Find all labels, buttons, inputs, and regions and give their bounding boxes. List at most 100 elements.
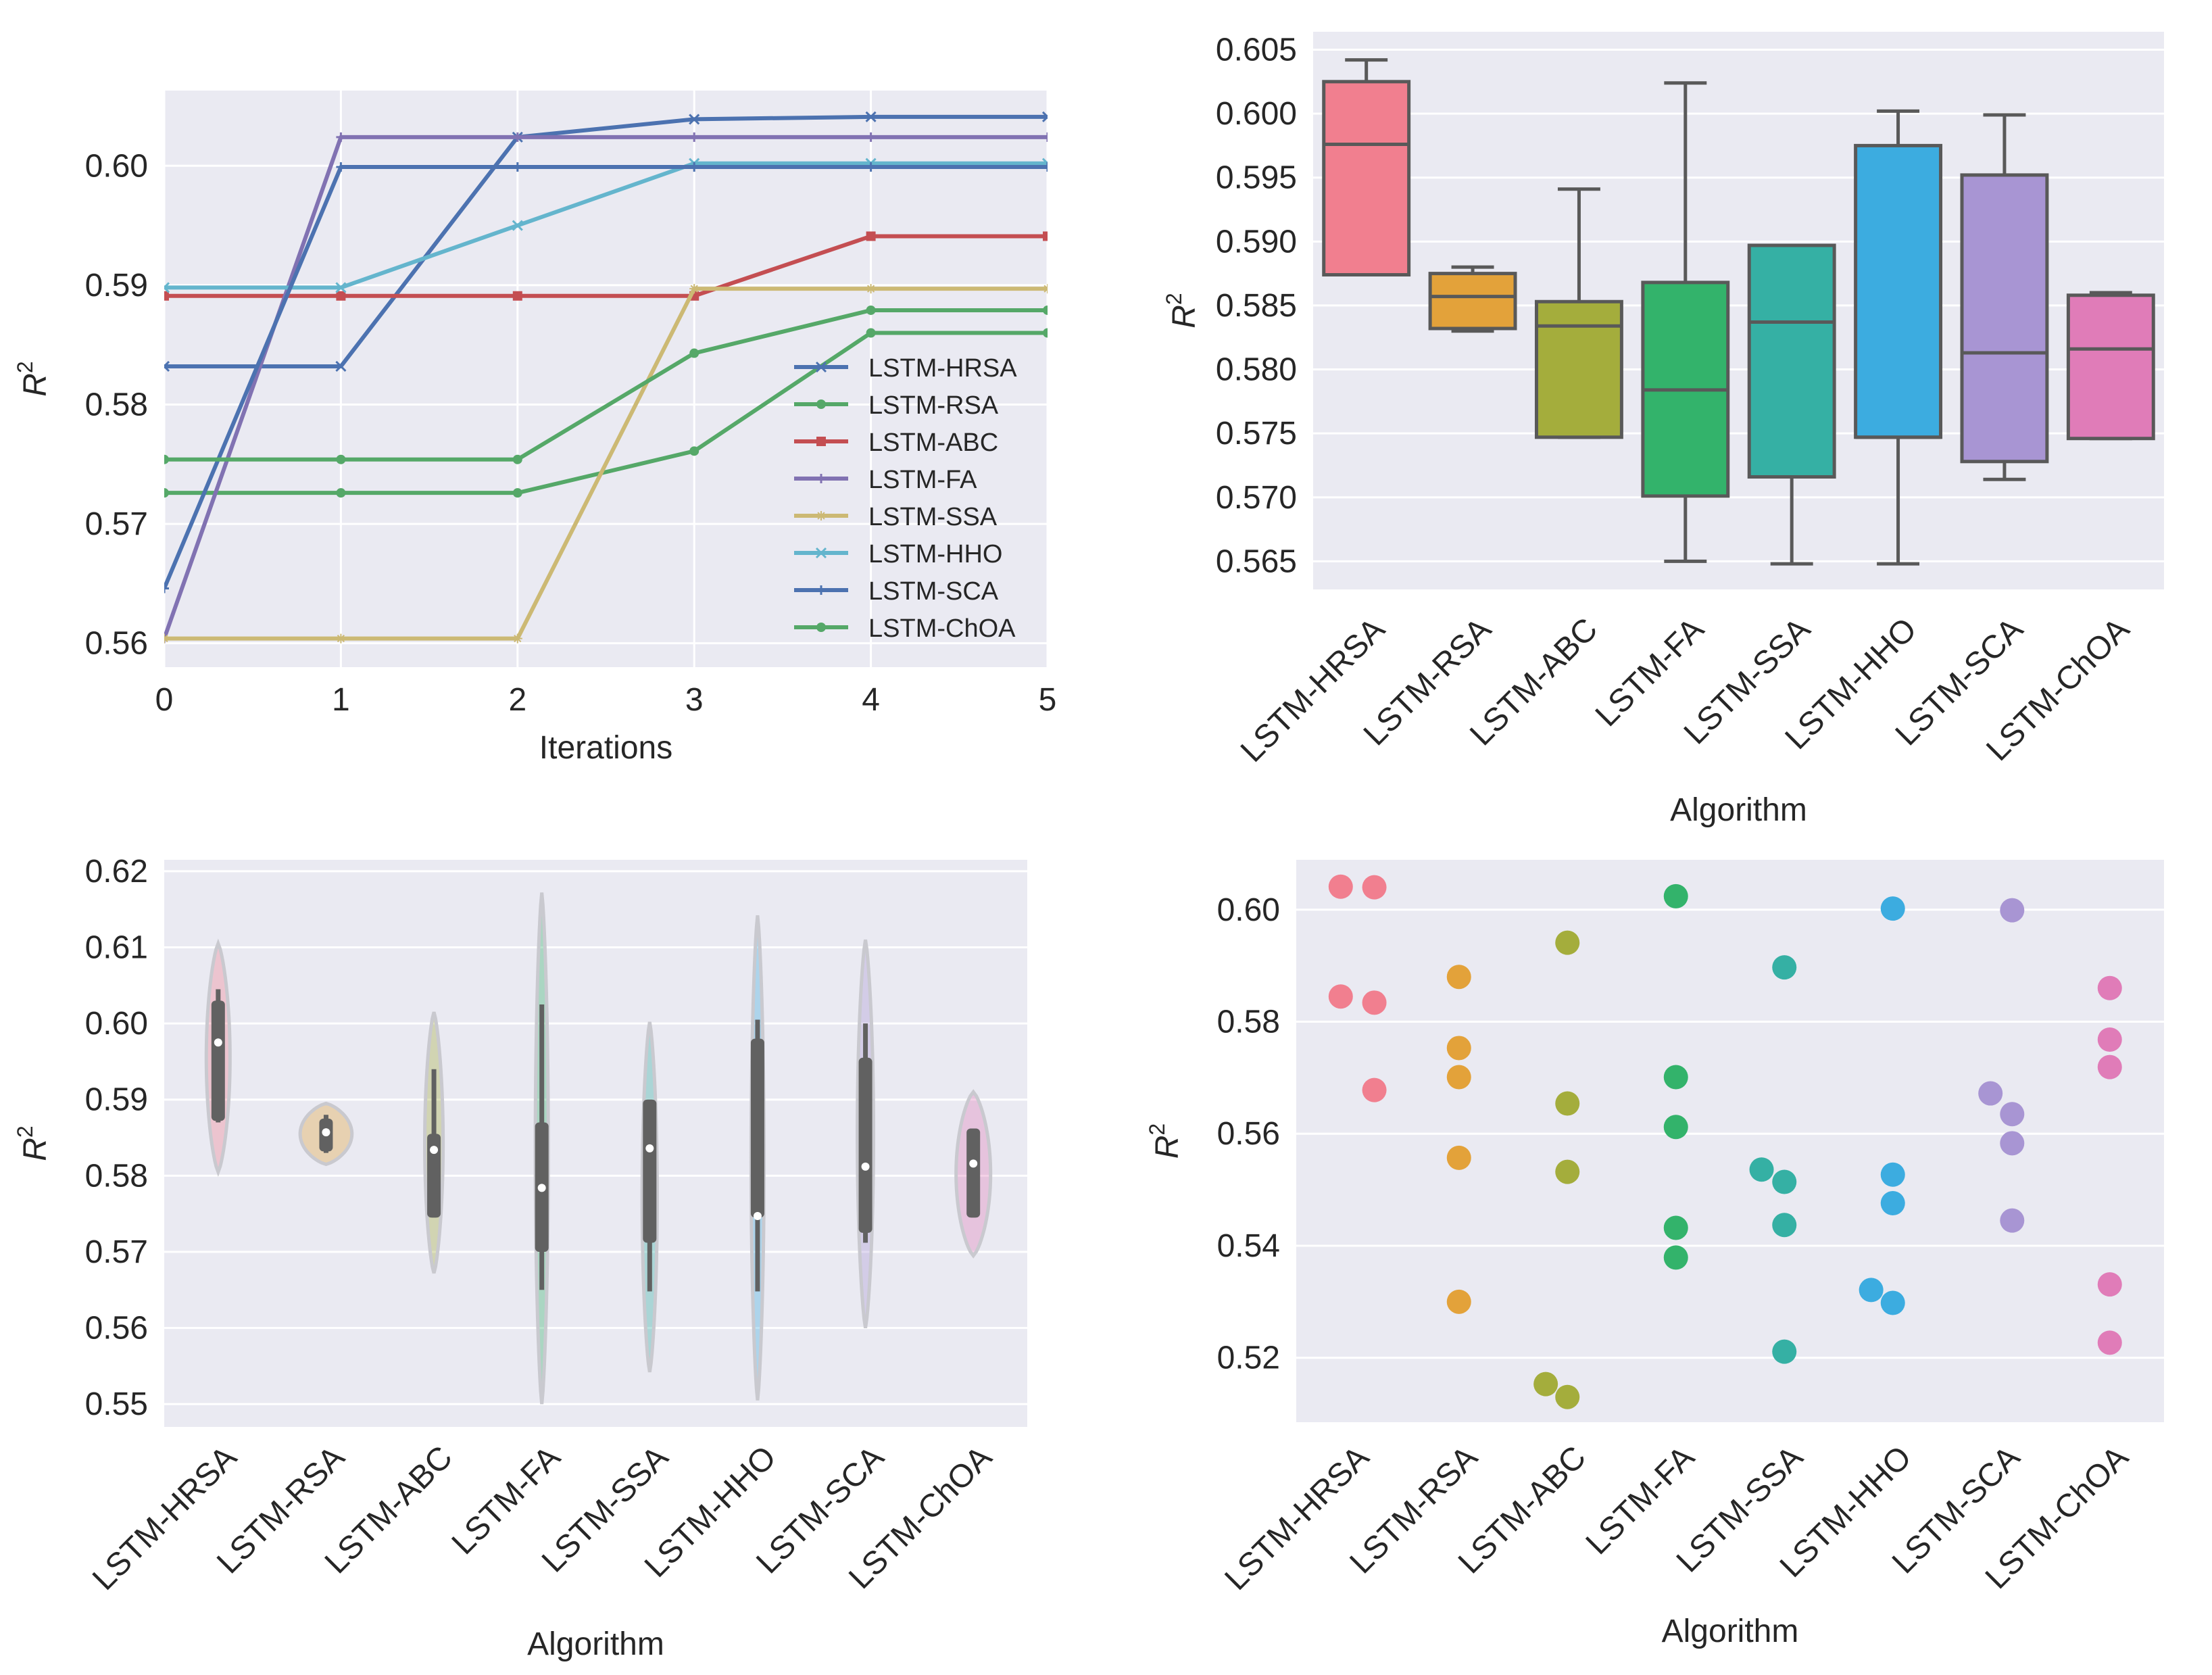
- violin-lstm-sca: [856, 939, 876, 1328]
- data-point: [1555, 1384, 1580, 1409]
- box-plot-panel: 0.565 0.570 0.575 0.580 0.585 0.590 0.595 0.600…: [1162, 32, 2164, 828]
- legend-label: LSTM-SCA: [868, 577, 999, 606]
- data-point: [2097, 975, 2122, 1000]
- series-lstm-ssa: [164, 284, 1048, 644]
- x-tick-label: 4: [862, 682, 880, 718]
- data-marker: [1043, 305, 1048, 315]
- data-point: [1663, 1245, 1688, 1270]
- data-marker: [512, 291, 522, 301]
- y-tick-label: 0.52: [1217, 1340, 1280, 1376]
- x-tick-label: LSTM-HRSA: [1218, 1439, 1376, 1597]
- box-body: [2066, 293, 2155, 441]
- data-point: [1880, 1190, 1905, 1215]
- y-tick-label: 0.56: [1217, 1116, 1280, 1152]
- data-marker: [865, 111, 877, 122]
- box-lstm-rsa: [1428, 265, 1517, 333]
- legend-entry: LSTM-RSA: [794, 391, 999, 420]
- data-marker: [1043, 231, 1048, 241]
- violin-lstm-hho: [749, 915, 766, 1401]
- data-marker: [336, 132, 346, 142]
- data-marker: [1043, 162, 1048, 172]
- data-point: [1446, 1289, 1471, 1314]
- box-lstm-abc: [1534, 187, 1623, 439]
- data-marker: [866, 231, 876, 241]
- data-point: [1663, 1115, 1688, 1140]
- y-axis-label: R2: [13, 361, 53, 396]
- violin-lstm-choa: [954, 1089, 993, 1259]
- data-marker: [816, 474, 826, 483]
- data-point: [1880, 1162, 1905, 1187]
- x-tick-label: 2: [508, 682, 526, 718]
- violin-lstm-abc: [422, 1011, 445, 1274]
- x-tick-label: LSTM-HRSA: [1234, 611, 1392, 769]
- data-marker: [164, 291, 169, 301]
- box-body: [1534, 299, 1623, 439]
- data-point: [1663, 1065, 1688, 1090]
- box-body: [1428, 272, 1517, 331]
- strip-lstm-choa: [2097, 975, 2122, 1355]
- series-line: [164, 234, 1048, 298]
- violin-plot-panel: 0.55 0.56 0.57 0.58 0.59 0.60 0.61 0.62 R2 LSTM-H…: [13, 854, 1027, 1662]
- violin-iqr-bar: [750, 1038, 764, 1218]
- violin-lstm-rsa: [298, 1101, 354, 1167]
- y-axis-label-superscript: 2: [1162, 293, 1186, 305]
- strip-lstm-abc: [1533, 930, 1580, 1409]
- data-point: [1328, 874, 1353, 899]
- y-axis-label-superscript: 2: [13, 361, 37, 373]
- violin-lstm-hrsa: [204, 938, 232, 1178]
- violin-iqr-bar: [643, 1099, 657, 1243]
- series-lstm-sca: [164, 162, 1048, 593]
- y-tick-label: 0.585: [1216, 288, 1297, 324]
- data-marker: [689, 162, 699, 172]
- y-tick-label: 0.57: [85, 1234, 148, 1270]
- box-lstm-hrsa: [1322, 58, 1411, 277]
- data-marker: [689, 284, 699, 294]
- x-axis-label: Algorithm: [1670, 792, 1807, 828]
- box-lstm-hho: [1854, 109, 1943, 566]
- y-axis-label: R2: [1162, 293, 1202, 328]
- data-point: [1362, 1077, 1387, 1102]
- data-marker: [336, 162, 346, 172]
- data-marker: [866, 162, 876, 172]
- data-marker: [512, 633, 522, 644]
- data-point: [1978, 1081, 2003, 1106]
- data-marker: [1043, 284, 1048, 294]
- data-point: [1555, 1091, 1580, 1116]
- y-tick-label: 0.60: [1217, 892, 1280, 928]
- series-line: [164, 135, 1048, 639]
- box-body: [1747, 243, 1836, 479]
- violin-median-dot: [969, 1159, 978, 1168]
- strip-lstm-hho: [1859, 896, 1905, 1315]
- violin-iqr-bar: [966, 1128, 981, 1218]
- data-point: [2097, 1027, 2122, 1052]
- data-marker: [1043, 328, 1048, 338]
- y-tick-label: 0.55: [85, 1386, 148, 1422]
- data-marker: [689, 132, 699, 142]
- data-marker: [164, 454, 169, 464]
- violin-median-dot: [861, 1162, 870, 1171]
- violin-median-dot: [214, 1038, 222, 1047]
- data-point: [1555, 930, 1580, 955]
- violin-iqr-bar: [427, 1134, 441, 1218]
- legend-label: LSTM-FA: [868, 466, 977, 494]
- violin-median-dot: [645, 1144, 654, 1152]
- data-marker: [336, 488, 346, 498]
- y-tick-label: 0.60: [85, 1006, 148, 1042]
- box-lstm-fa: [1641, 81, 1730, 563]
- violin-iqr-bar: [858, 1057, 872, 1233]
- y-tick-label: 0.57: [85, 506, 148, 542]
- data-point: [2097, 1054, 2122, 1079]
- series-lstm-choa: [164, 305, 1048, 464]
- legend-label: LSTM-ChOA: [868, 614, 1016, 643]
- data-marker: [816, 585, 826, 595]
- data-point: [2000, 898, 2025, 923]
- data-point: [1772, 1213, 1797, 1238]
- legend-label: LSTM-RSA: [868, 391, 999, 420]
- plot-area: [164, 91, 1048, 667]
- y-tick-label: 0.54: [1217, 1228, 1280, 1264]
- x-axis-label: Algorithm: [1662, 1613, 1799, 1649]
- data-marker: [512, 162, 522, 172]
- legend-entry: LSTM-SCA: [794, 577, 999, 606]
- data-marker: [512, 132, 522, 142]
- data-marker: [512, 488, 522, 498]
